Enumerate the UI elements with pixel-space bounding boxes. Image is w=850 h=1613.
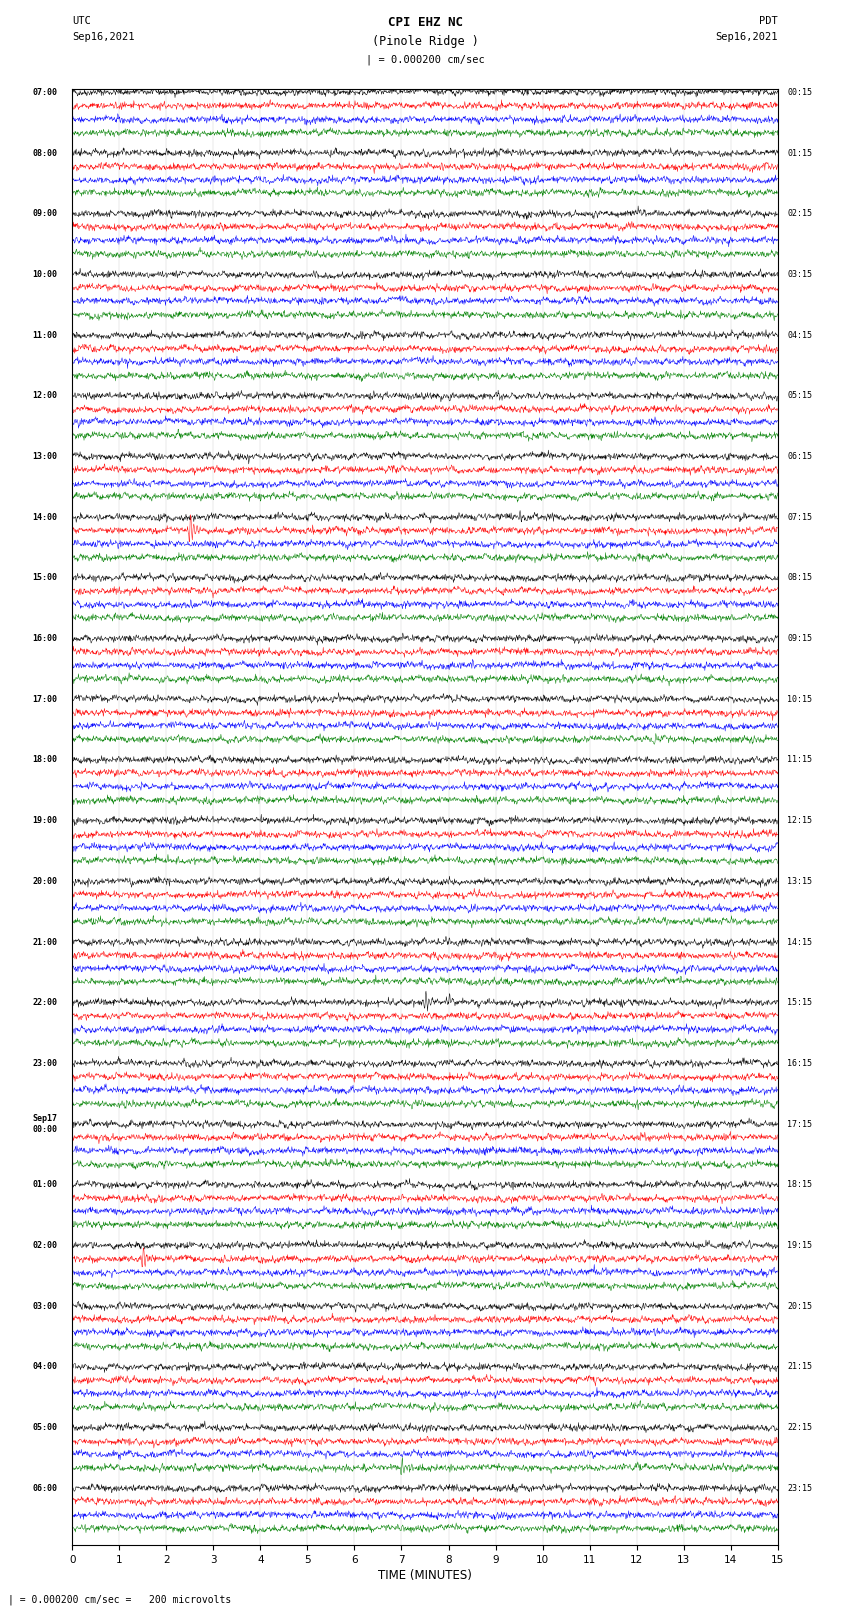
Text: 12:00: 12:00: [32, 392, 58, 400]
Text: 13:00: 13:00: [32, 452, 58, 461]
Text: 06:00: 06:00: [32, 1484, 58, 1492]
Text: 17:00: 17:00: [32, 695, 58, 703]
Text: 20:15: 20:15: [787, 1302, 812, 1311]
Text: 22:15: 22:15: [787, 1423, 812, 1432]
Text: 23:15: 23:15: [787, 1484, 812, 1492]
Text: 11:00: 11:00: [32, 331, 58, 340]
Text: Sep17
00:00: Sep17 00:00: [32, 1115, 58, 1134]
Text: 04:15: 04:15: [787, 331, 812, 340]
Text: 00:15: 00:15: [787, 87, 812, 97]
Text: 07:00: 07:00: [32, 87, 58, 97]
Text: 02:00: 02:00: [32, 1240, 58, 1250]
Text: Sep16,2021: Sep16,2021: [715, 32, 778, 42]
Text: 09:15: 09:15: [787, 634, 812, 644]
Text: 05:00: 05:00: [32, 1423, 58, 1432]
Text: 16:00: 16:00: [32, 634, 58, 644]
Text: 21:00: 21:00: [32, 937, 58, 947]
Text: 05:15: 05:15: [787, 392, 812, 400]
Text: 10:15: 10:15: [787, 695, 812, 703]
Text: 11:15: 11:15: [787, 755, 812, 765]
Text: PDT: PDT: [759, 16, 778, 26]
X-axis label: TIME (MINUTES): TIME (MINUTES): [378, 1569, 472, 1582]
Text: 08:00: 08:00: [32, 148, 58, 158]
Text: 13:15: 13:15: [787, 877, 812, 886]
Text: 15:15: 15:15: [787, 998, 812, 1007]
Text: 07:15: 07:15: [787, 513, 812, 521]
Text: 01:00: 01:00: [32, 1181, 58, 1189]
Text: 06:15: 06:15: [787, 452, 812, 461]
Text: 18:00: 18:00: [32, 755, 58, 765]
Text: 02:15: 02:15: [787, 210, 812, 218]
Text: 04:00: 04:00: [32, 1363, 58, 1371]
Text: UTC: UTC: [72, 16, 91, 26]
Text: 12:15: 12:15: [787, 816, 812, 826]
Text: 20:00: 20:00: [32, 877, 58, 886]
Text: 14:00: 14:00: [32, 513, 58, 521]
Text: 14:15: 14:15: [787, 937, 812, 947]
Text: 01:15: 01:15: [787, 148, 812, 158]
Text: Sep16,2021: Sep16,2021: [72, 32, 135, 42]
Text: 23:00: 23:00: [32, 1058, 58, 1068]
Text: 17:15: 17:15: [787, 1119, 812, 1129]
Text: 19:00: 19:00: [32, 816, 58, 826]
Text: 08:15: 08:15: [787, 573, 812, 582]
Text: | = 0.000200 cm/sec =   200 microvolts: | = 0.000200 cm/sec = 200 microvolts: [8, 1594, 232, 1605]
Text: 18:15: 18:15: [787, 1181, 812, 1189]
Text: 19:15: 19:15: [787, 1240, 812, 1250]
Text: 03:00: 03:00: [32, 1302, 58, 1311]
Text: 21:15: 21:15: [787, 1363, 812, 1371]
Text: CPI EHZ NC: CPI EHZ NC: [388, 16, 462, 29]
Text: | = 0.000200 cm/sec: | = 0.000200 cm/sec: [366, 55, 484, 66]
Text: 09:00: 09:00: [32, 210, 58, 218]
Text: 03:15: 03:15: [787, 269, 812, 279]
Text: 15:00: 15:00: [32, 573, 58, 582]
Text: 10:00: 10:00: [32, 269, 58, 279]
Text: (Pinole Ridge ): (Pinole Ridge ): [371, 35, 479, 48]
Text: 16:15: 16:15: [787, 1058, 812, 1068]
Text: 22:00: 22:00: [32, 998, 58, 1007]
